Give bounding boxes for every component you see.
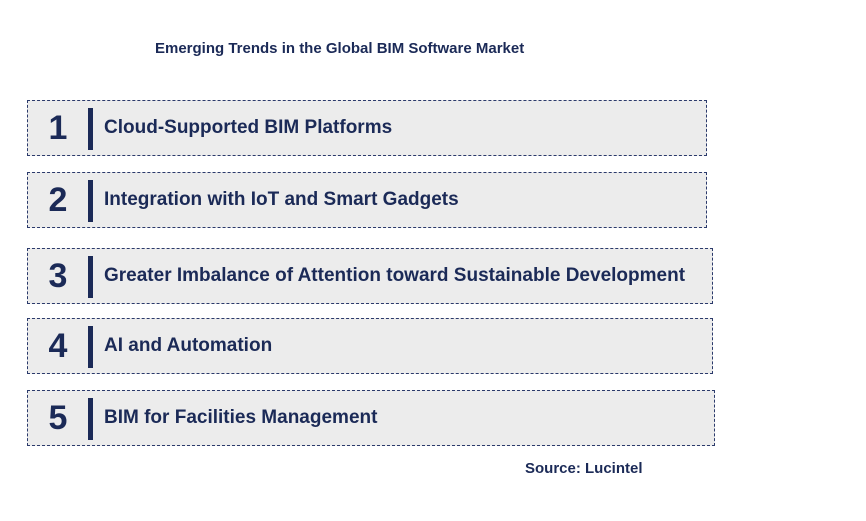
- diagram-title: Emerging Trends in the Global BIM Softwa…: [155, 40, 525, 57]
- trend-divider: [88, 108, 93, 150]
- trend-divider: [88, 256, 93, 298]
- source-credit: Source: Lucintel: [525, 460, 643, 477]
- trend-label: Integration with IoT and Smart Gadgets: [104, 189, 459, 210]
- trend-divider: [88, 326, 93, 368]
- trend-number: 1: [48, 108, 68, 147]
- trend-box-3: 3 Greater Imbalance of Attention toward …: [27, 248, 713, 304]
- trend-box-2: 2 Integration with IoT and Smart Gadgets: [27, 172, 707, 228]
- trend-number: 2: [48, 180, 68, 219]
- trend-label: BIM for Facilities Management: [104, 407, 378, 428]
- trend-divider: [88, 180, 93, 222]
- trend-number: 4: [48, 326, 68, 365]
- trend-divider: [88, 398, 93, 440]
- trend-number: 3: [48, 256, 68, 295]
- trend-number: 5: [48, 398, 68, 437]
- trend-box-4: 4 AI and Automation: [27, 318, 713, 374]
- trend-label: Cloud-Supported BIM Platforms: [104, 117, 393, 138]
- trend-box-1: 1 Cloud-Supported BIM Platforms: [27, 100, 707, 156]
- trend-label: Greater Imbalance of Attention toward Su…: [104, 265, 686, 286]
- trend-box-5: 5 BIM for Facilities Management: [27, 390, 715, 446]
- trend-label: AI and Automation: [104, 335, 273, 356]
